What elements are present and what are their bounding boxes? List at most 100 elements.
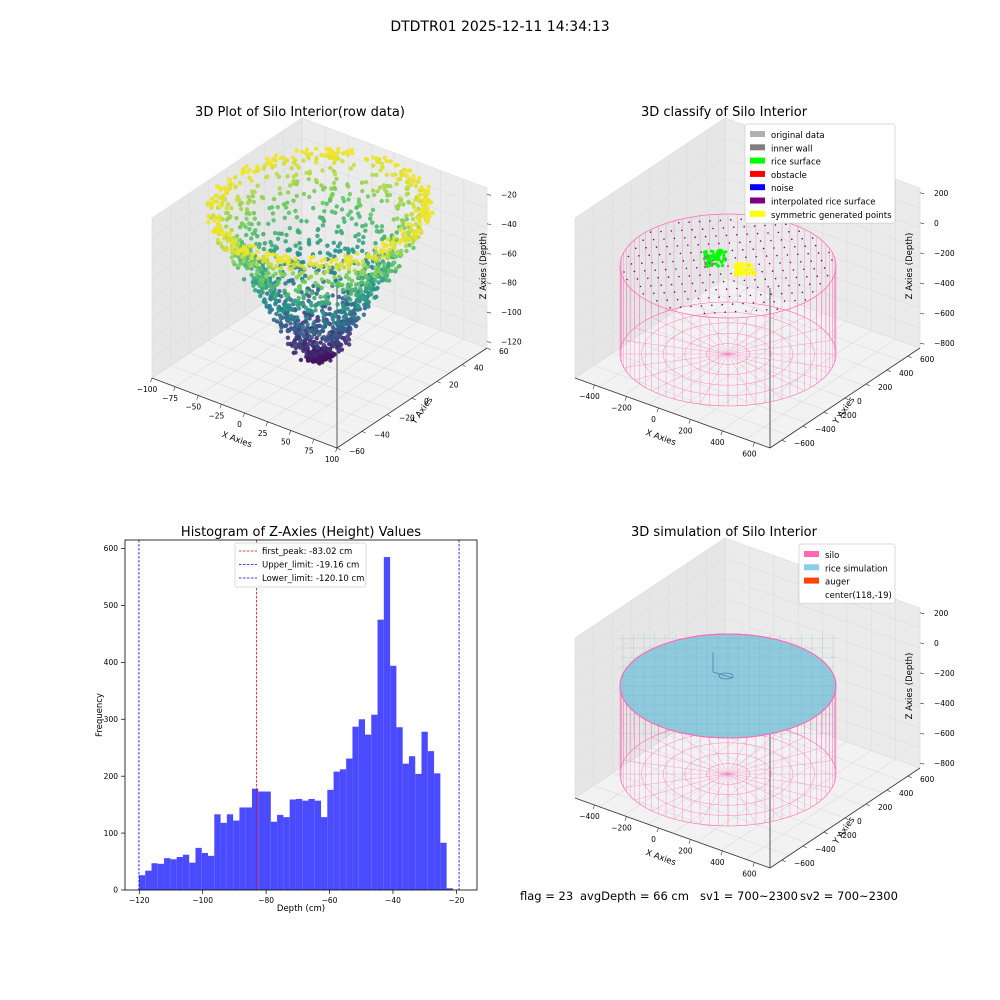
symmetric-point xyxy=(749,267,754,271)
tick-label: 60 xyxy=(499,347,509,356)
tick-label: 500 xyxy=(104,601,119,610)
data-point xyxy=(318,294,323,300)
interpolated-point xyxy=(816,275,818,278)
data-point xyxy=(261,195,266,201)
data-point xyxy=(315,315,320,320)
interpolated-point xyxy=(630,263,633,265)
data-point xyxy=(320,328,325,333)
data-point xyxy=(291,174,296,179)
interpolated-point xyxy=(774,277,777,280)
interpolated-point xyxy=(826,274,829,277)
interpolated-point xyxy=(776,254,778,257)
interpolated-point xyxy=(828,251,830,254)
interpolated-point xyxy=(782,269,784,272)
tick-label: 400 xyxy=(899,789,914,798)
data-point xyxy=(355,282,361,287)
silo-spoke xyxy=(634,327,729,355)
tick-mark xyxy=(752,862,755,867)
data-point xyxy=(390,172,395,178)
data-point xyxy=(405,230,410,236)
data-point xyxy=(286,255,291,260)
data-point xyxy=(349,147,355,153)
grid-line xyxy=(668,315,864,386)
data-point xyxy=(210,196,215,201)
data-point xyxy=(301,293,306,298)
data-point xyxy=(314,336,319,341)
x-axis-label: X Axies xyxy=(644,848,677,868)
legend-label: Upper_limit: -19.16 cm xyxy=(262,561,359,571)
data-point xyxy=(270,285,275,290)
tick-mark xyxy=(919,612,925,614)
data-point xyxy=(286,259,291,265)
histogram-bar xyxy=(434,773,441,890)
data-point xyxy=(348,254,353,260)
data-point xyxy=(345,257,350,262)
data-point xyxy=(417,218,422,223)
data-point xyxy=(223,210,229,216)
data-point xyxy=(327,306,332,311)
histogram-bar xyxy=(208,855,215,890)
tick-mark xyxy=(907,775,912,779)
interpolated-point xyxy=(688,221,690,223)
interpolated-point xyxy=(718,242,720,245)
data-point xyxy=(392,260,397,265)
grid-line xyxy=(574,377,771,449)
data-point xyxy=(277,298,282,304)
histogram-bar xyxy=(270,821,278,890)
data-point xyxy=(218,241,223,246)
data-point xyxy=(251,276,256,281)
interpolated-point xyxy=(727,265,729,267)
interpolated-point xyxy=(663,291,665,294)
tick-mark xyxy=(802,425,807,429)
interpolated-point xyxy=(684,237,686,239)
data-point xyxy=(340,287,346,292)
data-point xyxy=(396,177,401,182)
data-point xyxy=(351,315,356,320)
interpolated-point xyxy=(623,271,625,273)
data-point xyxy=(397,196,403,201)
interpolated-point xyxy=(798,230,800,232)
data-point xyxy=(305,152,311,157)
interpolated-point xyxy=(734,257,737,259)
interpolated-point xyxy=(758,263,760,266)
histogram-bar xyxy=(408,756,416,890)
histogram-bar xyxy=(446,888,453,890)
data-point xyxy=(407,236,413,242)
interpolated-point xyxy=(670,230,673,232)
data-point xyxy=(273,244,278,249)
data-point xyxy=(251,199,257,205)
data-point xyxy=(341,264,347,270)
data-point xyxy=(314,155,319,161)
data-point xyxy=(261,246,267,252)
data-point xyxy=(410,240,416,246)
data-point xyxy=(247,227,252,232)
data-point xyxy=(268,159,274,164)
data-point xyxy=(251,283,256,288)
data-point xyxy=(328,165,333,171)
interpolated-point xyxy=(734,310,737,313)
tick-mark xyxy=(919,732,925,735)
data-point xyxy=(282,288,287,294)
rice-surface-point xyxy=(717,253,722,257)
data-point xyxy=(298,246,303,251)
data-point xyxy=(247,243,252,248)
data-point xyxy=(331,180,337,186)
data-point xyxy=(283,281,288,286)
interpolated-point xyxy=(770,239,772,242)
histogram-bar xyxy=(333,771,340,890)
data-point xyxy=(370,188,376,193)
interpolated-point xyxy=(672,260,674,263)
data-point xyxy=(355,244,360,250)
panel-title: Histogram of Z-Axies (Height) Values xyxy=(181,525,421,540)
data-point xyxy=(322,256,328,262)
data-point xyxy=(356,232,361,237)
data-point xyxy=(313,354,319,359)
interpolated-point xyxy=(813,267,815,270)
data-point xyxy=(426,189,431,195)
data-point xyxy=(277,186,282,191)
legend-swatch xyxy=(750,210,765,217)
data-point xyxy=(342,307,347,312)
interpolated-point xyxy=(740,218,742,220)
data-point xyxy=(274,311,279,317)
data-point xyxy=(287,226,293,231)
